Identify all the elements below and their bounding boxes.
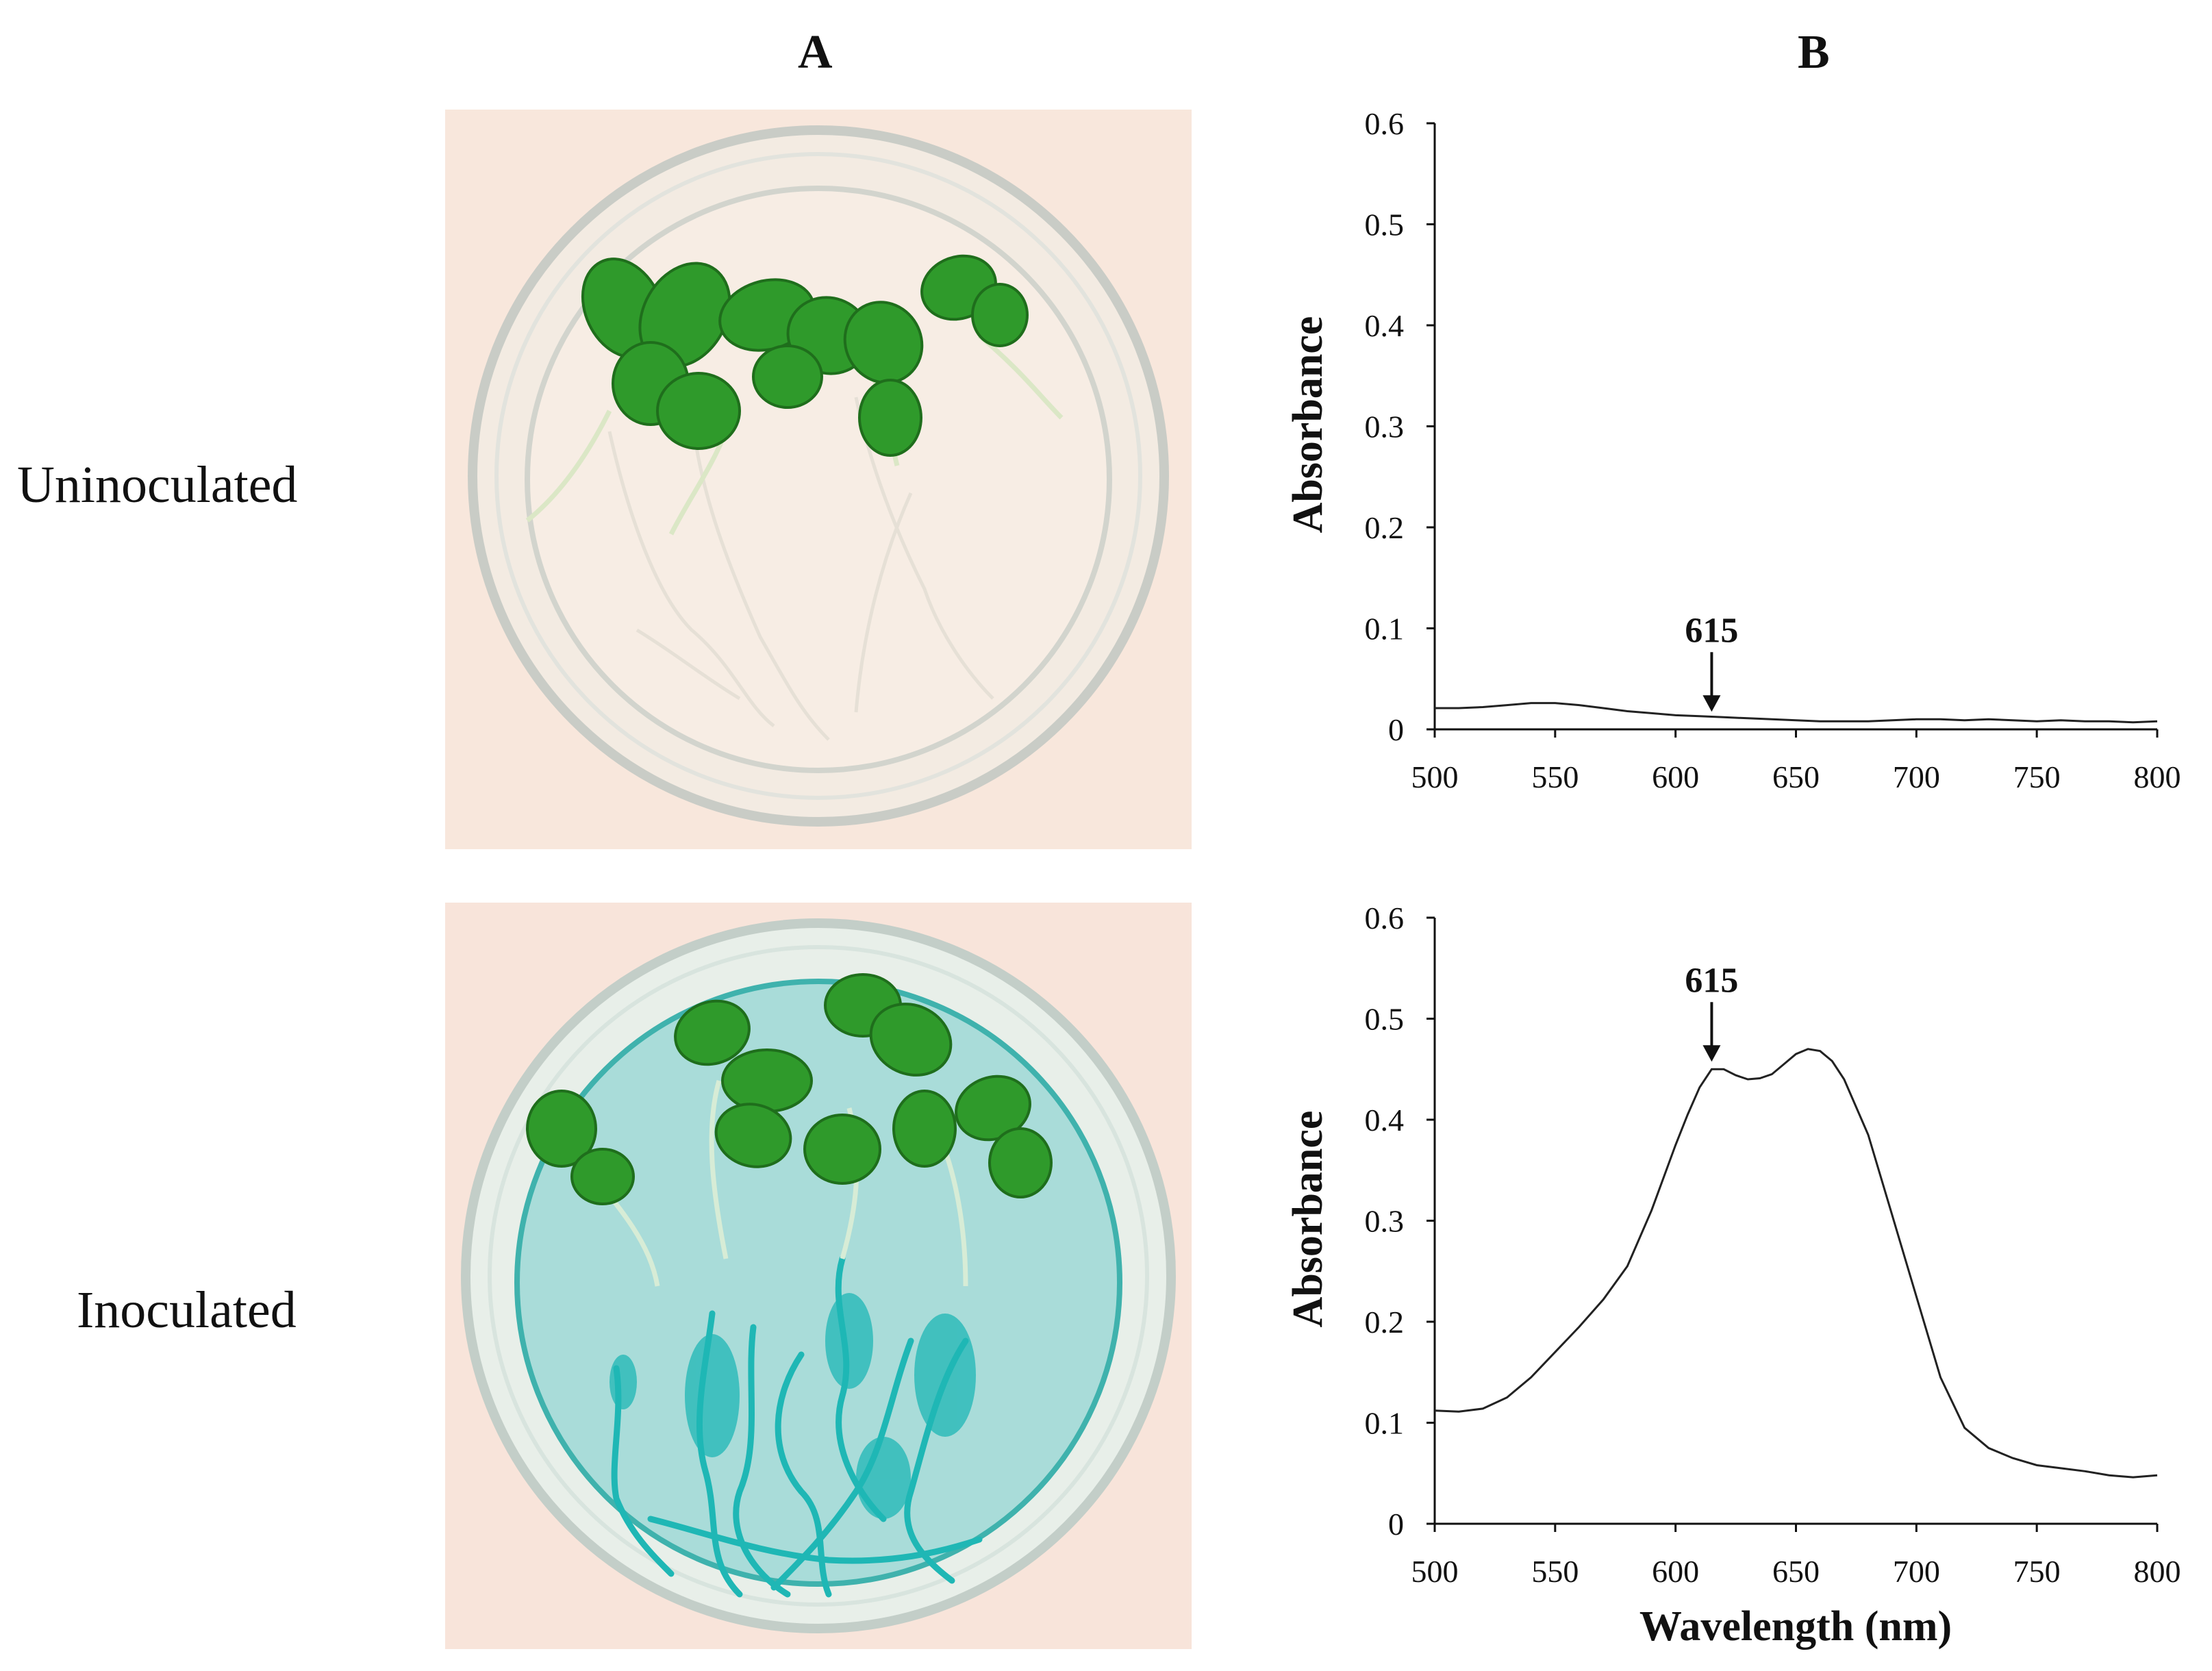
x-tick-label: 800: [2134, 759, 2181, 794]
y-tick-label: 0.5: [1365, 1002, 1405, 1037]
annotation-label-615: 615: [1685, 611, 1738, 650]
panel-b-label: B: [1798, 26, 1830, 79]
row-label-inoculated: Inoculated: [77, 1281, 297, 1339]
y-tick-label: 0.2: [1365, 510, 1405, 545]
absorbance-chart-inoculated: 0 0.1 0.2 0.3 0.4 0.5 0.6 500 550 600 650 700 750 80…: [1285, 901, 2181, 1650]
y-tick-label: 0.5: [1365, 208, 1405, 242]
y-tick-label: 0.4: [1365, 308, 1405, 343]
y-tick-label: 0: [1388, 712, 1404, 747]
x-tick-label: 750: [2013, 1554, 2061, 1589]
x-tick-label: 550: [1531, 759, 1579, 794]
y-tick-label: 0.4: [1365, 1103, 1405, 1138]
row-label-uninoculated: Uninoculated: [17, 456, 298, 514]
y-axis-label: Absorbance: [1285, 316, 1331, 533]
x-tick-label: 700: [1893, 759, 1940, 794]
x-tick-label: 700: [1893, 1554, 1940, 1589]
y-tick-label: 0.3: [1365, 410, 1405, 444]
y-tick-label: 0.3: [1365, 1204, 1405, 1239]
series-line-inoculated: [1434, 1048, 2158, 1479]
x-tick-label: 650: [1772, 759, 1820, 794]
stained-root-clusters: [609, 1293, 976, 1519]
x-tick-label: 600: [1652, 759, 1699, 794]
x-tick-label: 600: [1652, 1554, 1699, 1589]
x-tick-label: 750: [2013, 759, 2061, 794]
y-tick-label: 0: [1388, 1507, 1404, 1542]
annotation-arrow-icon: [1702, 1045, 1721, 1062]
annotation-label-615: 615: [1685, 961, 1738, 1000]
x-tick-label: 500: [1411, 759, 1459, 794]
series-line-uninoculated: [1435, 702, 2158, 724]
x-axis-label: Wavelength (nm): [1639, 1603, 1952, 1650]
x-tick-label: 500: [1411, 1554, 1459, 1589]
y-axis-label: Absorbance: [1285, 1111, 1331, 1328]
y-tick-label: 0.6: [1365, 106, 1405, 141]
y-tick-label: 0.2: [1365, 1305, 1405, 1340]
y-tick-label: 0.1: [1365, 1406, 1405, 1441]
y-tick-label: 0.1: [1365, 612, 1405, 646]
inoculated-petri-dish-photo: [445, 903, 1192, 1649]
annotation-arrow-icon: [1702, 695, 1721, 712]
uninoculated-petri-dish-photo: [445, 110, 1192, 849]
x-tick-label: 800: [2134, 1554, 2181, 1589]
x-tick-label: 650: [1772, 1554, 1820, 1589]
dish-inner-rim: [514, 979, 1122, 1587]
y-tick-label: 0.6: [1365, 901, 1405, 935]
x-tick-label: 550: [1531, 1554, 1579, 1589]
panel-a-label: A: [798, 26, 833, 79]
seedling-leaves: [581, 254, 1029, 457]
seedling-leaves: [526, 973, 1053, 1205]
absorbance-chart-uninoculated: 0 0.1 0.2 0.3 0.4 0.5 0.6 500 550 600 650 700 750 80…: [1285, 106, 2181, 794]
